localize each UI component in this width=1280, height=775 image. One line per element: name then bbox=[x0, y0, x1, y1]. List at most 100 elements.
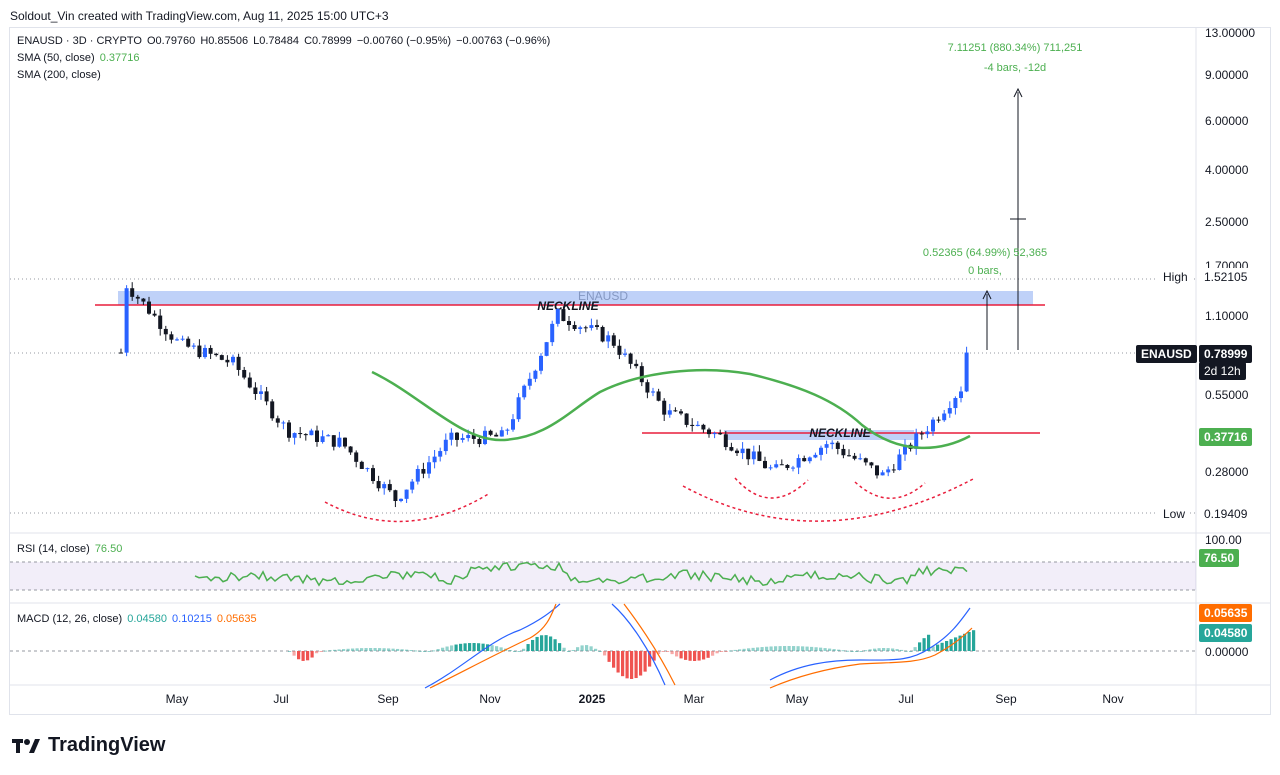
macd-histogram-bar bbox=[373, 648, 377, 651]
macd-histogram-bar bbox=[396, 648, 400, 651]
macd-histogram-bar bbox=[580, 645, 584, 651]
rsi-line bbox=[194, 561, 968, 587]
macd-histogram-bar bbox=[769, 646, 773, 651]
macd-histogram-bar bbox=[558, 643, 562, 651]
sma200-legend[interactable]: SMA (200, close) bbox=[17, 69, 103, 81]
candle-body bbox=[371, 468, 375, 482]
candle-body bbox=[415, 468, 420, 482]
candle-body bbox=[796, 458, 801, 468]
rsi-legend[interactable]: RSI (14, close) 76.50 bbox=[17, 543, 124, 555]
macd-histogram-bar bbox=[958, 635, 962, 651]
macd-histogram-bar bbox=[630, 651, 634, 679]
target-arrow-head bbox=[1013, 87, 1023, 98]
macd-histogram-bar bbox=[940, 642, 944, 651]
resistance-zone bbox=[118, 291, 1033, 305]
candle-body bbox=[270, 401, 275, 419]
candle-body bbox=[662, 400, 667, 415]
candle-body bbox=[567, 321, 571, 325]
candle-body bbox=[729, 447, 734, 451]
sma50-legend[interactable]: SMA (50, close) 0.37716 bbox=[17, 52, 141, 64]
macd-histogram-bar bbox=[306, 651, 310, 661]
macd-histogram-bar bbox=[724, 651, 728, 652]
macd-histogram-bar bbox=[639, 651, 643, 676]
candle-body bbox=[964, 352, 969, 392]
macd-histogram-bar bbox=[729, 650, 733, 652]
candle-body bbox=[466, 435, 471, 439]
candle-body bbox=[141, 298, 146, 302]
candle-body bbox=[550, 323, 555, 343]
candle-body bbox=[203, 347, 207, 358]
support-zone bbox=[724, 430, 914, 440]
candle-body bbox=[488, 430, 493, 435]
candle-body bbox=[539, 355, 543, 371]
macd-histogram-bar bbox=[643, 651, 647, 672]
macd-histogram-bar bbox=[909, 651, 913, 652]
candle-body bbox=[544, 342, 549, 356]
symbol-legend: ENAUSD · 3D · CRYPTO O0.79760 H0.85506 L… bbox=[17, 35, 552, 47]
candle-body bbox=[595, 325, 599, 327]
candle-body bbox=[824, 444, 829, 448]
macd-legend[interactable]: MACD (12, 26, close) 0.04580 0.10215 0.0… bbox=[17, 613, 259, 625]
macd-histogram-bar bbox=[324, 650, 328, 652]
candle-body bbox=[947, 408, 952, 414]
candle-body bbox=[427, 462, 431, 474]
candle-body bbox=[740, 448, 745, 454]
macd-histogram-bar bbox=[913, 647, 917, 651]
candle-body bbox=[936, 419, 941, 421]
macd-value-2: 0.10215 bbox=[172, 613, 212, 625]
candle-body bbox=[197, 345, 202, 358]
macd-histogram-bar bbox=[711, 651, 715, 656]
candle-body bbox=[667, 410, 672, 415]
macd-histogram-bar bbox=[945, 641, 949, 651]
macd-histogram-bar bbox=[490, 645, 494, 651]
macd-histogram-bar bbox=[585, 645, 589, 651]
macd-histogram-bar bbox=[315, 651, 319, 654]
macd-histogram-bar bbox=[900, 649, 904, 651]
candle-body bbox=[214, 353, 219, 356]
macd-histogram-bar bbox=[400, 649, 404, 651]
candle-body bbox=[219, 355, 224, 360]
high-value: 1.52105 bbox=[1199, 268, 1253, 286]
ohlc-change: −0.00760 (−0.95%) bbox=[356, 35, 452, 47]
price-tick-label: 13.00000 bbox=[1205, 26, 1255, 40]
macd-histogram-bar bbox=[765, 646, 769, 651]
price-tick-label: 0.55000 bbox=[1205, 388, 1249, 402]
candle-body bbox=[477, 438, 482, 445]
tradingview-brand: TradingView bbox=[48, 734, 166, 756]
macd-histogram-bar bbox=[477, 643, 481, 651]
macd-histogram-bar bbox=[441, 647, 445, 651]
macd-histogram-bar bbox=[652, 651, 656, 661]
candle-body bbox=[320, 436, 325, 442]
candle-body bbox=[247, 377, 252, 388]
candle-body bbox=[645, 382, 650, 393]
candle-body bbox=[399, 498, 403, 501]
macd-histogram-bar bbox=[886, 648, 890, 651]
high-label: High bbox=[1158, 268, 1193, 286]
time-axis-label: May bbox=[786, 692, 809, 706]
candle-body bbox=[852, 455, 857, 459]
macd-histogram bbox=[288, 630, 976, 679]
macd-orange-badge: 0.05635 bbox=[1199, 604, 1253, 622]
candle-body bbox=[382, 484, 387, 489]
ohlc-high: H0.85506 bbox=[200, 35, 249, 47]
macd-histogram-bar bbox=[810, 646, 814, 651]
candle-body bbox=[701, 424, 706, 430]
macd-histogram-bar bbox=[292, 651, 296, 656]
candle-body bbox=[365, 468, 370, 470]
candle-body bbox=[735, 450, 739, 454]
candle-body bbox=[651, 391, 655, 393]
candle-body bbox=[886, 469, 891, 473]
macd-histogram-bar bbox=[351, 648, 355, 651]
candle-body bbox=[841, 448, 846, 456]
macd-histogram-bar bbox=[819, 647, 823, 651]
candle-body bbox=[287, 422, 291, 438]
measure-small-line-1: 0.52365 (64.99%) 52,365 bbox=[923, 247, 1047, 259]
rsi-band bbox=[10, 562, 1196, 590]
macd-histogram-bar bbox=[598, 651, 602, 652]
candle-body bbox=[611, 335, 616, 346]
macd-histogram-bar bbox=[571, 649, 575, 651]
candle-body bbox=[348, 446, 353, 453]
candle-body bbox=[880, 472, 885, 476]
tradingview-logo[interactable]: TradingView bbox=[12, 734, 165, 757]
